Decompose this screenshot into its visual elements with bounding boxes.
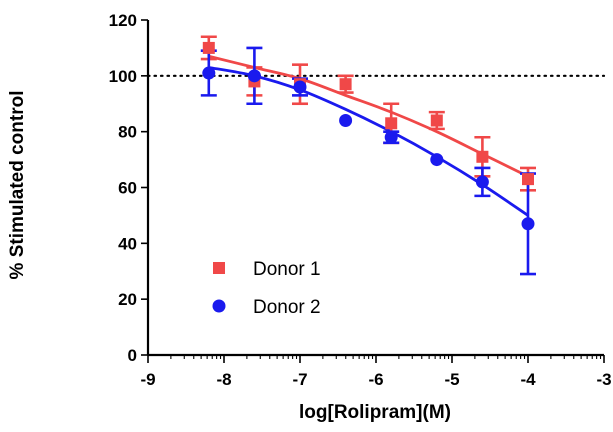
x-tick-label: -5 (444, 370, 459, 389)
x-tick-label: -8 (216, 370, 231, 389)
data-point-circle (202, 66, 216, 80)
x-tick-label: -9 (140, 370, 155, 389)
data-point-circle (293, 80, 307, 94)
y-tick-label: 60 (118, 179, 137, 198)
data-point-circle (339, 114, 353, 127)
x-tick-label: -4 (520, 370, 536, 389)
x-tick-label: -6 (368, 370, 383, 389)
legend: Donor 1 Donor 2 (212, 259, 321, 318)
y-tick-label: 0 (128, 346, 137, 365)
data-point-circle (430, 153, 444, 167)
y-tick-label: 40 (118, 234, 137, 253)
fit-curve-donor-2 (208, 66, 529, 217)
legend-label: Donor 2 (253, 297, 321, 318)
legend-marker-square (213, 262, 225, 274)
data-points (202, 41, 535, 231)
data-point-circle (384, 130, 398, 144)
data-point-square (385, 117, 398, 130)
error-bars (200, 35, 536, 276)
y-axis-title: % Stimulated control (7, 91, 28, 280)
data-point-circle (247, 69, 261, 83)
x-axis-title: log[Rolipram](M) (299, 402, 451, 423)
data-point-circle (521, 217, 535, 231)
data-point-square (430, 114, 443, 127)
y-tick-label: 20 (118, 290, 137, 309)
data-point-square (339, 78, 352, 91)
data-point-square (202, 41, 215, 54)
axes: 0 20 40 60 80 100 120 -9 -8 -7 -6 -5 -4 -3 (109, 11, 612, 389)
legend-marker-circle (212, 299, 226, 313)
data-point-square (522, 173, 534, 186)
data-point-square (476, 150, 489, 163)
y-tick-label: 80 (118, 123, 137, 142)
y-tick-label: 120 (109, 11, 137, 30)
data-point-circle (475, 175, 489, 189)
x-tick-label: -3 (596, 370, 611, 389)
y-tick-label: 100 (109, 67, 137, 86)
x-tick-label: -7 (292, 370, 307, 389)
legend-label: Donor 1 (253, 259, 321, 280)
